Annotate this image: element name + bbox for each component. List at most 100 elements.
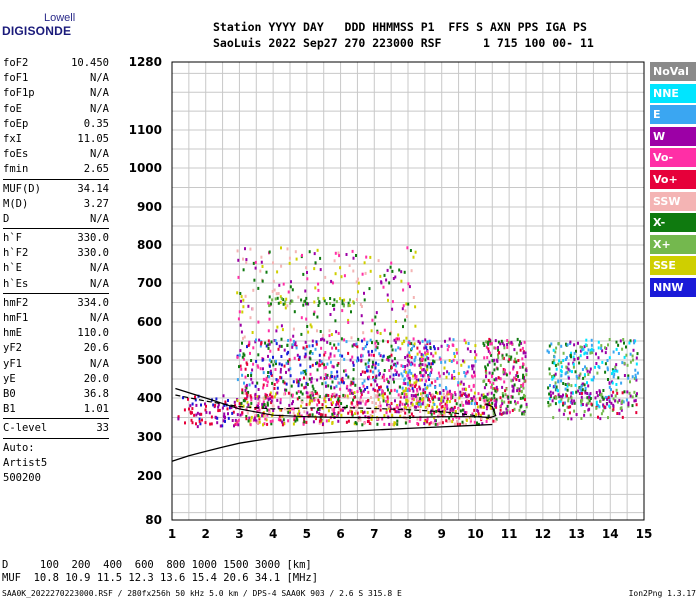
echo-dot	[268, 358, 271, 362]
echo-dot	[284, 302, 287, 306]
echo-dot	[302, 346, 305, 350]
echo-dot	[371, 365, 374, 369]
echo-dot	[509, 400, 512, 404]
echo-dot	[237, 275, 240, 279]
echo-dot	[287, 410, 290, 414]
echo-dot	[191, 411, 193, 415]
echo-dot	[315, 417, 317, 421]
echo-dot	[350, 336, 353, 340]
echo-dot	[372, 362, 374, 366]
echo-dot	[503, 343, 506, 347]
echo-dot	[578, 392, 581, 395]
echo-dot	[254, 396, 257, 400]
echo-dot	[592, 348, 595, 352]
echo-dot	[439, 421, 442, 425]
echo-dot	[291, 299, 294, 303]
echo-dot	[611, 381, 614, 385]
echo-dot	[548, 392, 551, 396]
echo-dot	[363, 261, 366, 265]
param-value: 2.65	[83, 163, 109, 176]
echo-dot	[365, 366, 368, 369]
echo-dot	[266, 403, 269, 407]
echo-dot	[573, 399, 576, 403]
echo-dot	[607, 378, 609, 381]
echo-dot	[326, 362, 329, 366]
param-row: MUF(D) 34.14	[3, 182, 109, 197]
echo-dot	[553, 374, 556, 378]
echo-dot	[483, 356, 486, 360]
echo-dot	[446, 407, 449, 411]
echo-dot	[409, 249, 412, 252]
echo-dot	[268, 342, 271, 346]
echo-dot	[476, 421, 478, 425]
echo-dot	[585, 338, 588, 342]
echo-dot	[236, 355, 239, 359]
echo-dot	[443, 412, 446, 416]
echo-dot	[433, 411, 436, 415]
echo-dot	[403, 392, 406, 396]
echo-dot	[386, 340, 389, 344]
echo-dot	[485, 420, 488, 423]
echo-dot	[250, 415, 253, 419]
echo-dot	[270, 302, 272, 306]
echo-dot	[564, 358, 567, 361]
echo-dot	[402, 365, 405, 368]
echo-dot	[401, 386, 404, 390]
echo-dot	[507, 395, 510, 399]
echo-dot	[573, 409, 576, 413]
echo-dot	[436, 405, 439, 409]
echo-dot	[426, 403, 429, 407]
echo-dot	[383, 392, 386, 396]
echo-dot	[296, 412, 299, 416]
echo-dot	[303, 416, 306, 420]
echo-dot	[510, 340, 513, 344]
echo-dot	[360, 358, 363, 362]
echo-dot	[379, 354, 382, 358]
echo-dot	[483, 343, 486, 347]
echo-dot	[416, 346, 419, 350]
echo-dot	[490, 353, 493, 357]
echo-dot	[294, 419, 297, 423]
echo-dot	[612, 403, 615, 407]
echo-dot	[267, 301, 270, 305]
echo-dot	[410, 356, 413, 359]
echo-dot	[549, 384, 551, 387]
echo-dot	[565, 342, 567, 346]
echo-dot	[377, 398, 380, 402]
echo-dot	[210, 415, 213, 419]
echo-dot	[269, 393, 272, 397]
echo-dot	[303, 355, 306, 359]
echo-dot	[462, 382, 465, 386]
echo-dot	[240, 401, 243, 405]
echo-dot	[317, 282, 320, 286]
echo-dot	[391, 359, 394, 363]
echo-dot	[367, 399, 369, 403]
echo-dot	[361, 272, 364, 276]
param-row: hmF2 334.0	[3, 296, 109, 311]
echo-dot	[432, 359, 435, 363]
echo-dot	[283, 381, 286, 385]
echo-dot	[456, 361, 459, 365]
y-tick-label: 500	[137, 353, 162, 367]
param-label: hmE	[3, 327, 22, 340]
echo-dot	[325, 376, 328, 380]
echo-dot	[371, 360, 374, 364]
echo-dot	[352, 363, 355, 367]
echo-dot	[271, 381, 274, 385]
y-tick-label: 200	[137, 469, 162, 483]
echo-dot	[406, 354, 409, 358]
x-tick-label: 9	[438, 527, 446, 541]
echo-dot	[474, 344, 477, 348]
echo-dot	[311, 344, 314, 348]
echo-dot	[445, 405, 448, 409]
params-group-muf: MUF(D) 34.14 M(D) 3.27 D N/A	[3, 182, 109, 228]
echo-dot	[249, 316, 252, 320]
echo-dot	[412, 344, 415, 348]
echo-dot	[490, 341, 493, 345]
echo-dot	[433, 403, 436, 406]
echo-dot	[416, 392, 419, 396]
echo-dot	[224, 400, 227, 404]
echo-dot	[336, 400, 338, 404]
echo-dot	[483, 401, 486, 404]
x-tick-label: 10	[467, 527, 484, 541]
